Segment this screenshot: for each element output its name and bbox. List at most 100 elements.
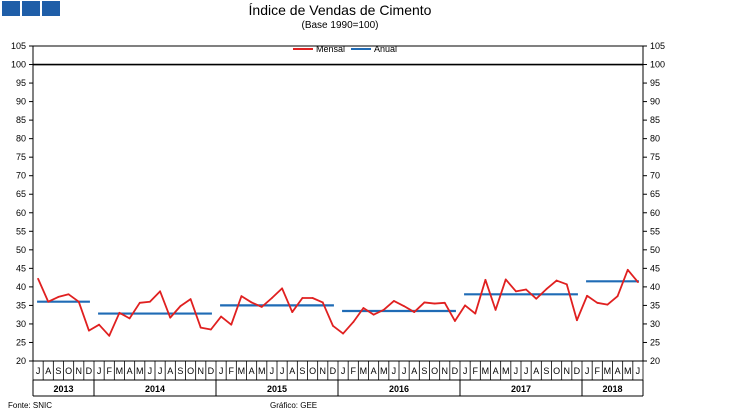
chart-subtitle: (Base 1990=100) — [301, 20, 379, 31]
month-label: D — [208, 366, 215, 376]
month-label: J — [341, 366, 346, 376]
y-tick-label-left: 35 — [16, 300, 26, 310]
month-label: F — [107, 366, 113, 376]
mensal-point — [301, 297, 304, 299]
month-label: J — [402, 366, 407, 376]
mensal-point — [423, 301, 426, 304]
month-label: A — [45, 366, 51, 376]
mensal-point — [606, 303, 609, 306]
mensal-point — [545, 288, 548, 291]
month-label: F — [229, 366, 235, 376]
y-tick-label-right: 40 — [650, 282, 660, 292]
y-tick-label-left: 85 — [16, 115, 26, 125]
month-label: J — [392, 366, 397, 376]
month-label: J — [158, 366, 163, 376]
y-tick-label-left: 100 — [11, 60, 26, 70]
month-label: N — [564, 366, 571, 376]
month-label: J — [524, 366, 529, 376]
month-label: S — [543, 366, 549, 376]
mensal-point — [98, 323, 100, 326]
year-label: 2016 — [389, 384, 409, 394]
source-note: Fonte: SNIC — [8, 401, 53, 410]
chart-title: Índice de Vendas de Cimento — [248, 2, 432, 18]
mensal-series-line — [37, 268, 639, 337]
mensal-point — [525, 288, 527, 291]
month-label: A — [533, 366, 539, 376]
mensal-point — [271, 297, 273, 299]
y-tick-label-right: 70 — [650, 171, 660, 181]
mensal-point — [362, 307, 365, 309]
month-label: N — [76, 366, 83, 376]
month-label: A — [249, 366, 255, 376]
y-tick-label-left: 60 — [16, 208, 26, 218]
mensal-point — [332, 324, 334, 327]
y-tick-label-left: 20 — [16, 356, 26, 366]
month-label: N — [320, 366, 327, 376]
mensal-point — [352, 321, 355, 323]
mensal-point — [47, 300, 50, 303]
mensal-point — [464, 304, 466, 307]
month-label: S — [299, 366, 305, 376]
y-tick-label-right: 105 — [650, 41, 665, 51]
mensal-point — [179, 305, 182, 308]
mensal-point — [382, 308, 385, 311]
year-label: 2014 — [145, 384, 165, 394]
mensal-point — [189, 298, 192, 301]
y-tick-label-right: 25 — [650, 337, 660, 347]
mensal-point — [372, 313, 375, 316]
month-label: J — [36, 366, 41, 376]
month-label: F — [473, 366, 479, 376]
month-label: M — [604, 366, 612, 376]
y-tick-label-right: 85 — [650, 115, 660, 125]
month-label: S — [55, 366, 61, 376]
mensal-point — [88, 329, 90, 332]
mensal-point — [403, 305, 405, 308]
month-label: A — [615, 366, 621, 376]
month-label: A — [493, 366, 499, 376]
year-label: 2017 — [511, 384, 531, 394]
mensal-point — [565, 283, 568, 286]
mensal-point — [118, 311, 121, 314]
month-label: J — [463, 366, 468, 376]
month-label: M — [624, 366, 632, 376]
month-label: D — [452, 366, 459, 376]
month-label: O — [553, 366, 560, 376]
y-tick-label-left: 75 — [16, 152, 26, 162]
brand-squares — [2, 1, 60, 16]
y-tick-label-right: 95 — [650, 78, 660, 88]
mensal-point — [169, 316, 172, 319]
y-tick-label-right: 45 — [650, 263, 660, 273]
mensal-point — [250, 301, 253, 304]
y-tick-label-right: 20 — [650, 356, 660, 366]
month-label: O — [431, 366, 438, 376]
y-tick-label-right: 75 — [650, 152, 660, 162]
y-tick-label-right: 35 — [650, 300, 660, 310]
month-label: D — [574, 366, 581, 376]
y-tick-label-left: 105 — [11, 41, 26, 51]
mensal-point — [454, 320, 456, 322]
month-label: J — [636, 366, 641, 376]
month-label: A — [127, 366, 133, 376]
mensal-point — [535, 297, 538, 300]
month-label: M — [482, 366, 490, 376]
y-tick-label-left: 50 — [16, 245, 26, 255]
month-label: N — [442, 366, 449, 376]
month-label: J — [585, 366, 590, 376]
mensal-point — [393, 300, 395, 302]
mensal-point — [240, 295, 243, 298]
y-tick-label-left: 65 — [16, 189, 26, 199]
y-tick-label-right: 55 — [650, 226, 660, 236]
month-label: J — [97, 366, 102, 376]
mensal-point — [413, 311, 416, 313]
mensal-point — [626, 268, 629, 271]
month-label: O — [65, 366, 72, 376]
y-tick-label-left: 70 — [16, 171, 26, 181]
month-label: M — [380, 366, 388, 376]
month-label: D — [330, 366, 337, 376]
year-label: 2013 — [53, 384, 73, 394]
mensal-point — [57, 295, 60, 298]
mensal-point — [504, 278, 507, 281]
mensal-point — [515, 290, 517, 293]
mensal-point — [149, 300, 151, 303]
